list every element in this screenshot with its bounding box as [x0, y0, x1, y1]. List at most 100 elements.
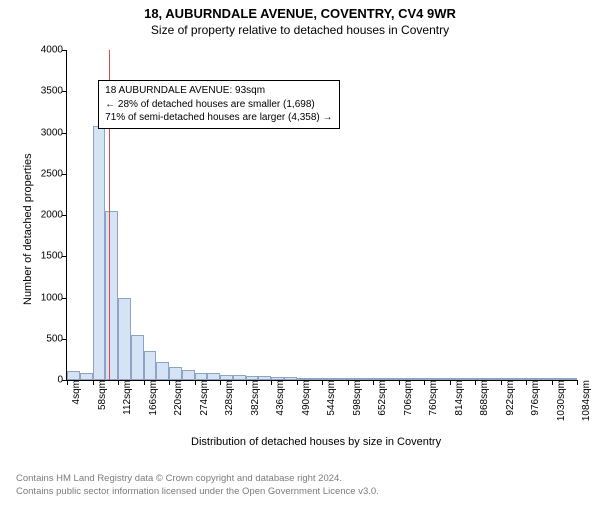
histogram-bar — [284, 377, 297, 380]
x-tick-mark — [577, 380, 578, 385]
histogram-bar — [233, 375, 246, 380]
histogram-bar — [373, 378, 386, 380]
y-tick-mark — [62, 298, 67, 299]
histogram-bar — [437, 378, 450, 380]
x-tick-label: 1084sqm — [577, 380, 592, 421]
x-tick-mark — [144, 380, 145, 385]
x-tick-mark — [297, 380, 298, 385]
x-tick-label: 814sqm — [450, 380, 465, 416]
x-tick-mark — [424, 380, 425, 385]
histogram-bar — [360, 378, 373, 380]
x-tick-mark — [195, 380, 196, 385]
histogram-bar — [411, 378, 424, 380]
histogram-bar — [220, 375, 233, 380]
histogram-bar — [399, 378, 412, 380]
footer-line: Contains HM Land Registry data © Crown c… — [16, 473, 379, 485]
x-tick-mark — [93, 380, 94, 385]
histogram-bar — [462, 378, 475, 380]
x-tick-mark — [118, 380, 119, 385]
x-tick-mark — [169, 380, 170, 385]
x-tick-mark — [322, 380, 323, 385]
x-tick-label: 382sqm — [246, 380, 261, 416]
x-tick-label: 490sqm — [297, 380, 312, 416]
x-tick-label: 112sqm — [118, 380, 133, 415]
x-tick-label: 166sqm — [144, 380, 159, 416]
histogram-bar — [207, 373, 220, 380]
x-tick-mark — [271, 380, 272, 385]
histogram-bar — [450, 378, 463, 380]
info-box: 18 AUBURNDALE AVENUE: 93sqm← 28% of deta… — [98, 80, 339, 129]
x-tick-label: 328sqm — [220, 380, 235, 416]
histogram-bar — [118, 298, 131, 381]
histogram-bar — [348, 378, 361, 380]
x-tick-mark — [399, 380, 400, 385]
attribution-footer: Contains HM Land Registry data © Crown c… — [16, 473, 379, 498]
histogram-bar — [488, 378, 501, 380]
histogram-bar — [105, 211, 118, 380]
histogram-bar — [526, 378, 539, 380]
histogram-bar — [297, 378, 310, 380]
y-tick-mark — [62, 91, 67, 92]
histogram-bar — [195, 373, 208, 380]
x-tick-label: 1030sqm — [552, 380, 567, 421]
histogram-bar — [67, 371, 80, 380]
histogram-bar — [258, 376, 271, 380]
x-tick-label: 436sqm — [271, 380, 286, 416]
x-tick-mark — [450, 380, 451, 385]
chart-title-subtitle: Size of property relative to detached ho… — [0, 23, 600, 37]
info-box-line: 18 AUBURNDALE AVENUE: 93sqm — [105, 84, 332, 98]
x-tick-label: 706sqm — [399, 380, 414, 416]
x-tick-mark — [526, 380, 527, 385]
x-tick-mark — [348, 380, 349, 385]
x-tick-mark — [501, 380, 502, 385]
histogram-bar — [424, 378, 437, 380]
histogram-bar — [144, 351, 157, 380]
histogram-bar — [93, 126, 106, 380]
y-tick-mark — [62, 215, 67, 216]
y-tick-mark — [62, 256, 67, 257]
y-tick-mark — [62, 339, 67, 340]
histogram-bar — [322, 378, 335, 380]
histogram-bar — [309, 378, 322, 380]
x-tick-mark — [373, 380, 374, 385]
x-tick-mark — [67, 380, 68, 385]
histogram-bar — [271, 377, 284, 380]
histogram-bar — [475, 378, 488, 380]
histogram-bar — [169, 367, 182, 380]
histogram-bar — [552, 378, 565, 380]
histogram-bar — [513, 378, 526, 380]
x-tick-label: 4sqm — [67, 380, 82, 404]
x-tick-label: 922sqm — [501, 380, 516, 416]
y-tick-mark — [62, 174, 67, 175]
histogram-bar — [539, 378, 552, 380]
x-tick-mark — [552, 380, 553, 385]
histogram-bar — [335, 378, 348, 380]
x-tick-label: 760sqm — [424, 380, 439, 416]
y-axis-title: Number of detached properties — [22, 153, 34, 305]
x-tick-label: 544sqm — [322, 380, 337, 416]
footer-line: Contains public sector information licen… — [16, 486, 379, 498]
histogram-bar — [386, 378, 399, 380]
histogram-bar — [156, 362, 169, 380]
x-tick-label: 598sqm — [348, 380, 363, 416]
x-tick-mark — [220, 380, 221, 385]
x-tick-label: 58sqm — [93, 380, 108, 410]
x-tick-label: 652sqm — [373, 380, 388, 416]
x-axis-title: Distribution of detached houses by size … — [191, 436, 441, 448]
histogram-bar — [80, 373, 93, 380]
x-tick-mark — [475, 380, 476, 385]
x-tick-label: 976sqm — [526, 380, 541, 416]
histogram-bar — [501, 378, 514, 380]
x-tick-mark — [246, 380, 247, 385]
info-box-line: ← 28% of detached houses are smaller (1,… — [105, 98, 332, 112]
x-tick-label: 868sqm — [475, 380, 490, 416]
y-tick-mark — [62, 133, 67, 134]
y-tick-mark — [62, 50, 67, 51]
histogram-bar — [246, 376, 259, 380]
chart-title-address: 18, AUBURNDALE AVENUE, COVENTRY, CV4 9WR — [0, 6, 600, 21]
histogram-bar — [564, 378, 577, 380]
histogram-bar — [182, 370, 195, 380]
info-box-line: 71% of semi-detached houses are larger (… — [105, 111, 332, 125]
x-tick-label: 274sqm — [195, 380, 210, 416]
chart-plot-area: 050010001500200025003000350040004sqm58sq… — [66, 50, 577, 381]
